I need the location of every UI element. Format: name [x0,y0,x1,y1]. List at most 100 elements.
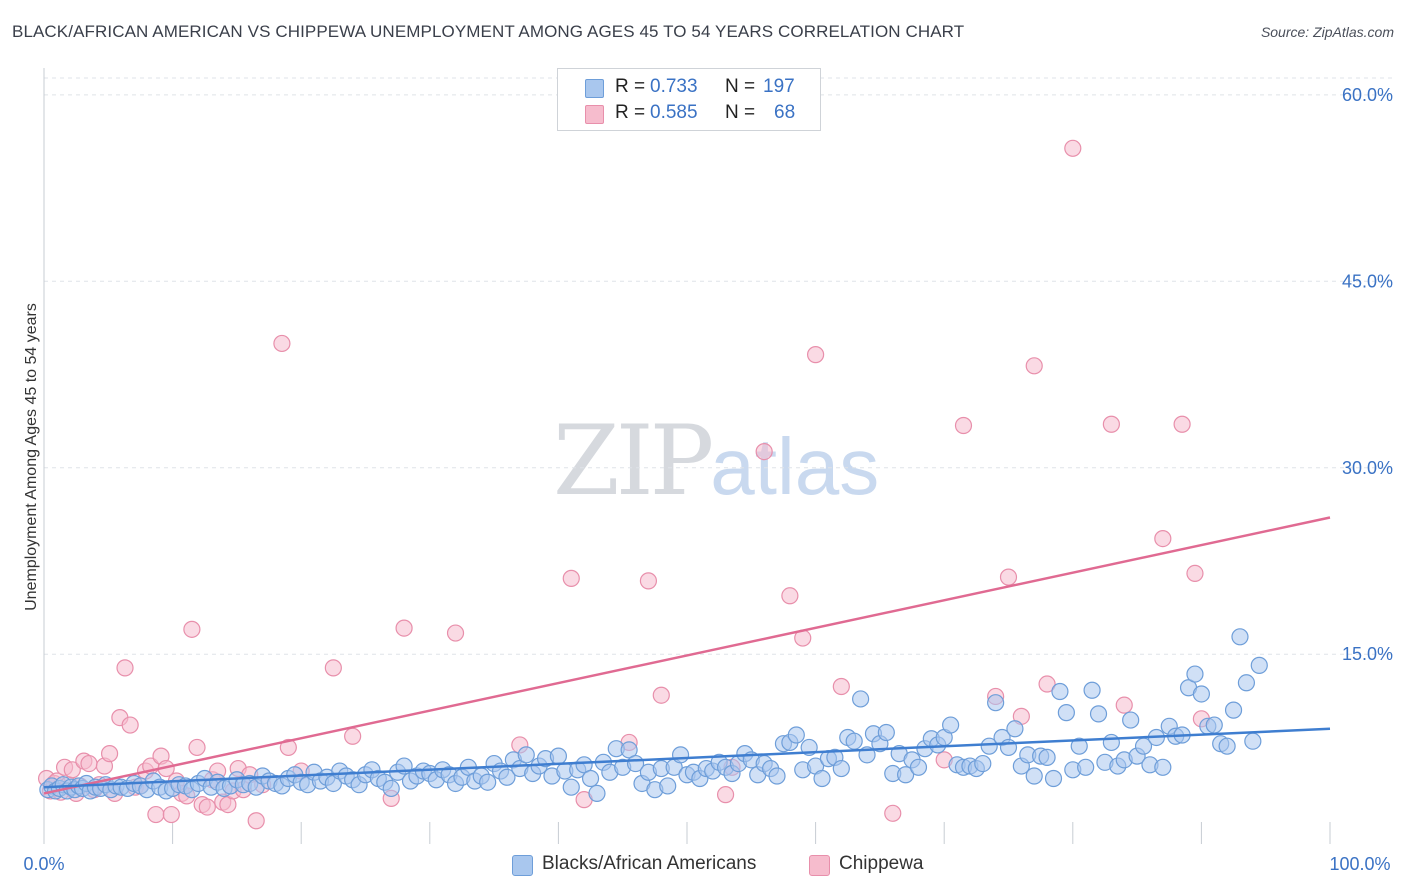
point-blacks [517,746,535,764]
point-chippewa [1038,675,1056,693]
point-chippewa [562,569,580,587]
y-axis-label: Unemployment Among Ages 45 to 54 years [23,303,40,611]
trendline-blacks [43,727,1331,789]
point-chippewa [198,798,216,816]
x-tick-label: 100.0% [1329,854,1390,874]
point-blacks [1154,758,1172,776]
series-legend: Blacks/African Americans Chippewa [0,852,1406,878]
point-blacks [1070,737,1088,755]
point-blacks [1083,681,1101,699]
point-chippewa [832,677,850,696]
watermark-atlas: atlas [710,422,880,511]
point-blacks [1231,628,1249,646]
point-chippewa [1115,696,1133,714]
point-blacks [1237,674,1256,692]
legend-r-label: R = [615,102,646,123]
point-blacks [498,768,516,786]
point-blacks [1089,705,1108,723]
point-blacks [1051,682,1069,701]
point-chippewa [162,805,180,824]
legend-r-label: R = [615,76,646,97]
point-blacks [942,716,960,734]
legend-n-label: N = [725,102,756,123]
legend-label: Chippewa [839,853,924,874]
point-blacks [813,769,831,788]
point-chippewa [1173,415,1191,433]
point-blacks [581,769,600,788]
point-chippewa [884,804,902,822]
point-blacks [382,779,400,798]
point-blacks [768,767,786,785]
point-chippewa [1025,357,1043,375]
point-blacks [909,758,928,776]
point-chippewa [639,572,658,590]
point-blacks [1057,704,1075,722]
point-blacks [1186,665,1204,683]
point-chippewa [63,761,81,779]
point-chippewa [344,727,362,745]
point-chippewa [188,738,206,757]
point-blacks [1250,656,1268,674]
point-blacks [1044,769,1063,788]
point-blacks [852,690,870,708]
point-blacks [999,738,1018,757]
point-blacks [877,723,895,742]
point-chippewa [1064,139,1082,157]
point-blacks [1244,732,1262,750]
point-chippewa [999,568,1018,586]
chart-title: BLACK/AFRICAN AMERICAN VS CHIPPEWA UNEMP… [12,22,965,41]
point-chippewa [1154,530,1172,548]
point-chippewa [781,587,799,605]
legend-swatch-blue [512,855,533,876]
point-chippewa [395,619,413,637]
point-blacks [987,694,1005,712]
watermark-zip: ZIP [553,405,714,517]
point-blacks [671,746,690,764]
y-tick-label: 15.0% [1342,644,1393,664]
legend-r-value: 0.733 [650,76,698,97]
point-blacks [897,766,915,784]
y-tick-label: 30.0% [1342,458,1393,478]
point-chippewa [446,624,465,642]
source-label: Source: ZipAtlas.com [1260,24,1394,40]
point-blacks [1102,733,1120,752]
point-blacks [562,778,580,796]
y-tick-label: 45.0% [1342,271,1393,291]
legend-n-value: 197 [763,76,795,97]
legend-r-value: 0.585 [650,102,698,123]
legend-n-value: 68 [774,102,796,123]
point-blacks [479,773,497,791]
point-chippewa [279,738,297,757]
point-chippewa [121,716,139,734]
point-blacks [974,754,992,773]
point-chippewa [183,620,201,638]
legend-label: Blacks/African Americans [542,853,757,874]
legend-swatch-pink [809,855,830,876]
point-chippewa [80,754,98,773]
point-chippewa [324,659,342,677]
point-chippewa [954,416,973,435]
point-chippewa [652,686,670,704]
x-tick-label: 0.0% [23,854,64,874]
trendline-chippewa [43,516,1331,795]
point-chippewa [116,659,134,677]
point-blacks [980,737,998,755]
point-blacks [659,777,677,795]
point-blacks [1122,711,1140,729]
point-blacks [845,732,863,750]
point-blacks [1224,701,1243,719]
point-blacks [549,747,568,765]
point-blacks [1025,767,1043,785]
y-tick-label: 60.0% [1342,85,1393,105]
point-chippewa [247,812,265,830]
point-chippewa [806,346,825,364]
watermark: ZIPatlas [553,405,879,517]
point-blacks [1192,685,1211,703]
point-chippewa [716,786,735,804]
point-chippewa [100,745,119,763]
legend-swatch-pink [585,105,604,124]
point-chippewa [1102,415,1120,433]
point-chippewa [273,334,291,353]
correlation-legend: R = 0.733 N = 197 R = 0.585 N = 68 [557,68,821,131]
